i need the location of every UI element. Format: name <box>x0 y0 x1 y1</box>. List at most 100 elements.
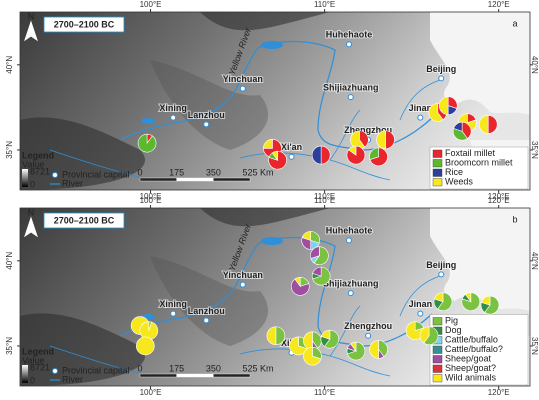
provincial-capital <box>203 121 210 128</box>
site-pie <box>461 292 481 311</box>
site-pie <box>311 145 331 165</box>
site-pie <box>478 115 498 134</box>
city-label: Beijing <box>426 260 456 270</box>
map-frame <box>19 11 531 191</box>
site-pie <box>301 231 320 250</box>
x-tick-label: 110°E <box>314 196 335 205</box>
legend-swatch <box>432 159 443 168</box>
x-tick-label: 100°E <box>140 192 162 201</box>
scale-label: 525 <box>242 363 257 373</box>
north-label: N <box>28 11 35 21</box>
value-bar <box>22 365 28 383</box>
legend-title: Legend <box>22 150 54 160</box>
site-pie <box>136 336 155 356</box>
pie-slice <box>312 266 322 277</box>
scale-label: 0 <box>137 167 142 177</box>
capital-symbol <box>52 172 58 178</box>
value-min: 0 <box>30 179 35 189</box>
site-pie <box>369 340 388 359</box>
y-tick-label: 35°N <box>5 141 14 159</box>
city-label: Yinchuan <box>223 74 263 84</box>
site-pie <box>419 326 439 346</box>
pie-slice <box>313 246 329 265</box>
site-pie <box>452 121 472 141</box>
river <box>49 79 441 181</box>
y-tick-label: 35°N <box>5 337 14 355</box>
mountains <box>20 12 330 190</box>
pie-slice <box>452 128 468 141</box>
provincial-capital <box>345 41 352 48</box>
legend-title: Legend <box>22 346 54 356</box>
map-panel: Yellow River100°E100°E110°E110°E120°E120… <box>5 196 539 397</box>
pie-slice <box>437 292 453 311</box>
pie-slice <box>139 321 159 340</box>
pie-slice <box>419 326 430 344</box>
provincial-capital <box>239 85 246 92</box>
pie-slice <box>271 150 278 162</box>
x-tick-label: 120°E <box>488 388 510 397</box>
pie-slice <box>461 121 472 139</box>
title-box <box>43 16 125 33</box>
north-arrow <box>24 216 38 238</box>
pie-slice <box>350 341 357 353</box>
site-pie <box>346 341 366 361</box>
legend-label: Wild animals <box>445 373 497 383</box>
pie-slice <box>301 231 311 241</box>
provincial-capital <box>417 310 424 317</box>
site-pie <box>291 277 310 296</box>
pie-slice <box>324 329 340 349</box>
scale-label: 350 <box>206 167 221 177</box>
lake <box>261 41 283 49</box>
pie-slice <box>136 336 155 356</box>
legend-label: Pig <box>445 316 458 326</box>
city-label: Lanzhou <box>188 306 225 316</box>
scale-label: 0 <box>137 363 142 373</box>
provincial-capital <box>438 271 445 278</box>
legend-box <box>429 146 529 190</box>
x-tick-label: 120°E <box>488 0 510 9</box>
site-pie <box>376 130 395 150</box>
map-panel: Yellow River100°E100°E110°E110°E120°E120… <box>5 0 539 201</box>
legend-swatch <box>432 168 443 177</box>
city-label: Xining <box>159 103 187 113</box>
provincial-capital <box>203 317 210 324</box>
city-label: Beijing <box>426 64 456 74</box>
scale-segment <box>139 373 177 378</box>
site-pie <box>480 295 500 315</box>
site-pie <box>303 331 322 351</box>
legend-value: Value <box>22 355 44 365</box>
legend-label: Rice <box>445 167 463 177</box>
x-tick-label: 120°E <box>488 196 510 205</box>
legend-value: Value <box>22 159 44 169</box>
x-tick-label: 110°E <box>314 0 335 9</box>
y-tick-label: 40°N <box>5 56 14 74</box>
city-label: Jinan <box>409 299 433 309</box>
pie-slice <box>428 103 444 122</box>
legend-label: Dog <box>445 325 462 335</box>
provincial-capital <box>438 75 445 82</box>
legend-label: Broomcorn millet <box>445 158 513 168</box>
lake <box>141 118 155 124</box>
y-tick-label: 40°N <box>530 56 539 74</box>
y-tick-label: 35°N <box>530 337 539 355</box>
scale-label: 350 <box>206 363 221 373</box>
pie-slice <box>137 133 157 153</box>
pie-slice <box>348 145 357 156</box>
pie-slice <box>423 326 439 346</box>
site-pie <box>137 133 157 153</box>
y-tick-label: 35°N <box>530 141 539 159</box>
pie-slice <box>453 121 463 132</box>
legend-label: Weeds <box>445 177 473 187</box>
x-tick-label: 100°E <box>140 0 162 9</box>
site-pie <box>311 266 331 286</box>
scale-segment <box>213 373 251 378</box>
pie-slice <box>478 115 489 134</box>
city-label: Yinchuan <box>223 270 263 280</box>
legend-label: Cattle/buffalo? <box>445 344 503 354</box>
scale-label: 175 <box>169 363 184 373</box>
pie-slice <box>385 130 395 150</box>
site-pie <box>438 96 458 115</box>
site-pie <box>346 145 366 165</box>
title-box <box>43 212 125 229</box>
pie-slice <box>320 329 331 340</box>
